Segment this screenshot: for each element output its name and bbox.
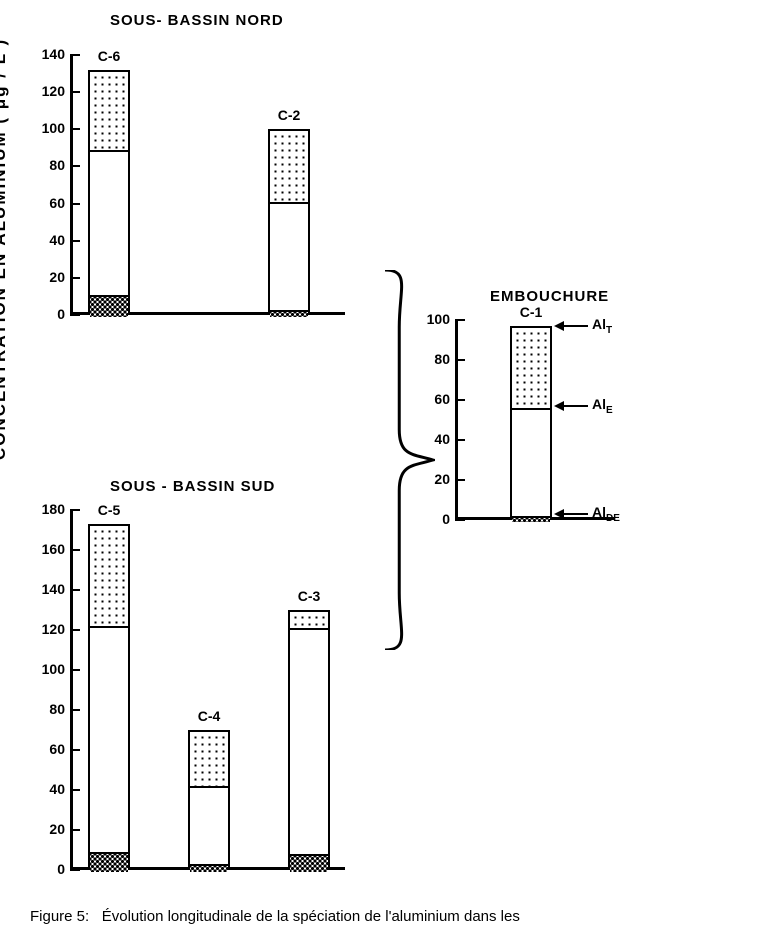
y-tick (455, 319, 465, 321)
bar (88, 524, 130, 870)
bar (88, 70, 130, 315)
bar-segment-Al_T (512, 328, 550, 408)
y-tick (70, 749, 80, 751)
legend-arrow-icon (554, 399, 590, 413)
bar-segment-Al_DE (290, 854, 328, 872)
bar-segment-Al_E (290, 628, 328, 854)
y-tick-label: 100 (30, 120, 65, 136)
chart-nord: 020406080100120140C-6C-2 (70, 55, 345, 315)
bar (510, 326, 552, 520)
figure-caption: Figure 5: Évolution longitudinale de la … (30, 908, 743, 925)
bar-segment-Al_T (90, 72, 128, 150)
y-tick-label: 40 (30, 232, 65, 248)
y-tick-label: 160 (30, 541, 65, 557)
bar-label: C-5 (78, 502, 140, 518)
y-tick (455, 359, 465, 361)
y-tick-label: 120 (30, 621, 65, 637)
y-tick-label: 0 (30, 861, 65, 877)
caption-prefix: Figure 5: (30, 908, 89, 925)
y-tick (70, 165, 80, 167)
legend-label-top: AlT (592, 316, 612, 336)
legend-label-bottom: AlDE (592, 504, 620, 524)
bar-segment-Al_E (270, 202, 308, 310)
y-axis-label: CONCENTRATION EN ALUMINIUM ( μg / L ) (0, 38, 10, 460)
y-tick (70, 829, 80, 831)
brace-icon (380, 270, 435, 650)
legend-label-middle: AlE (592, 396, 613, 416)
y-tick-label: 180 (30, 501, 65, 517)
bar (188, 730, 230, 870)
bar-segment-Al_T (190, 732, 228, 786)
y-tick (70, 128, 80, 130)
figure-page: CONCENTRATION EN ALUMINIUM ( μg / L ) SO… (0, 0, 763, 948)
bar-segment-Al_T (290, 612, 328, 628)
chart-embouchure: 020406080100C-1 (455, 320, 615, 520)
panel-title-sud: SOUS - BASSIN SUD (110, 478, 275, 495)
bar-label: C-6 (78, 48, 140, 64)
y-tick-label: 80 (30, 157, 65, 173)
panel-title-nord: SOUS- BASSIN NORD (110, 12, 284, 29)
y-tick (70, 240, 80, 242)
legend-arrow-icon (554, 507, 590, 521)
bar-label: C-1 (500, 304, 562, 320)
bar-segment-Al_E (90, 150, 128, 295)
bar-segment-Al_DE (190, 864, 228, 872)
bar-segment-Al_E (190, 786, 228, 864)
bar (268, 129, 310, 315)
chart-sud: 020406080100120140160180C-5C-4C-3 (70, 510, 345, 870)
y-tick (70, 669, 80, 671)
y-tick-label: 60 (30, 741, 65, 757)
bar-segment-Al_DE (512, 516, 550, 522)
y-tick (455, 519, 465, 521)
bar (288, 610, 330, 870)
bar-segment-Al_E (512, 408, 550, 516)
y-tick (70, 709, 80, 711)
y-tick-label: 40 (30, 781, 65, 797)
bar-label: C-3 (278, 588, 340, 604)
y-tick-label: 60 (30, 195, 65, 211)
y-tick-label: 20 (30, 269, 65, 285)
y-tick-label: 140 (30, 581, 65, 597)
bar-segment-Al_DE (270, 310, 308, 317)
y-tick-label: 120 (30, 83, 65, 99)
bar-segment-Al_E (90, 626, 128, 852)
y-tick (455, 479, 465, 481)
y-tick (70, 277, 80, 279)
y-tick (70, 629, 80, 631)
y-axis (70, 510, 73, 870)
bar-segment-Al_DE (90, 295, 128, 317)
y-tick-label: 140 (30, 46, 65, 62)
y-tick-label: 20 (30, 821, 65, 837)
bar-label: C-4 (178, 708, 240, 724)
y-tick (70, 789, 80, 791)
y-tick (70, 203, 80, 205)
y-tick-label: 80 (30, 701, 65, 717)
bar-segment-Al_DE (90, 852, 128, 872)
y-tick-label: 100 (30, 661, 65, 677)
panel-title-embouchure: EMBOUCHURE (490, 288, 609, 305)
bar-segment-Al_T (90, 526, 128, 626)
legend-arrow-icon (554, 319, 590, 333)
y-tick (455, 399, 465, 401)
y-tick (70, 549, 80, 551)
y-tick (70, 589, 80, 591)
caption-text: Évolution longitudinale de la spéciation… (102, 908, 520, 925)
bar-segment-Al_T (270, 131, 308, 202)
bar-label: C-2 (258, 107, 320, 123)
y-tick (455, 439, 465, 441)
y-axis (455, 320, 458, 520)
y-tick (70, 91, 80, 93)
y-tick (70, 314, 80, 316)
y-tick-label: 0 (30, 306, 65, 322)
y-tick (70, 869, 80, 871)
